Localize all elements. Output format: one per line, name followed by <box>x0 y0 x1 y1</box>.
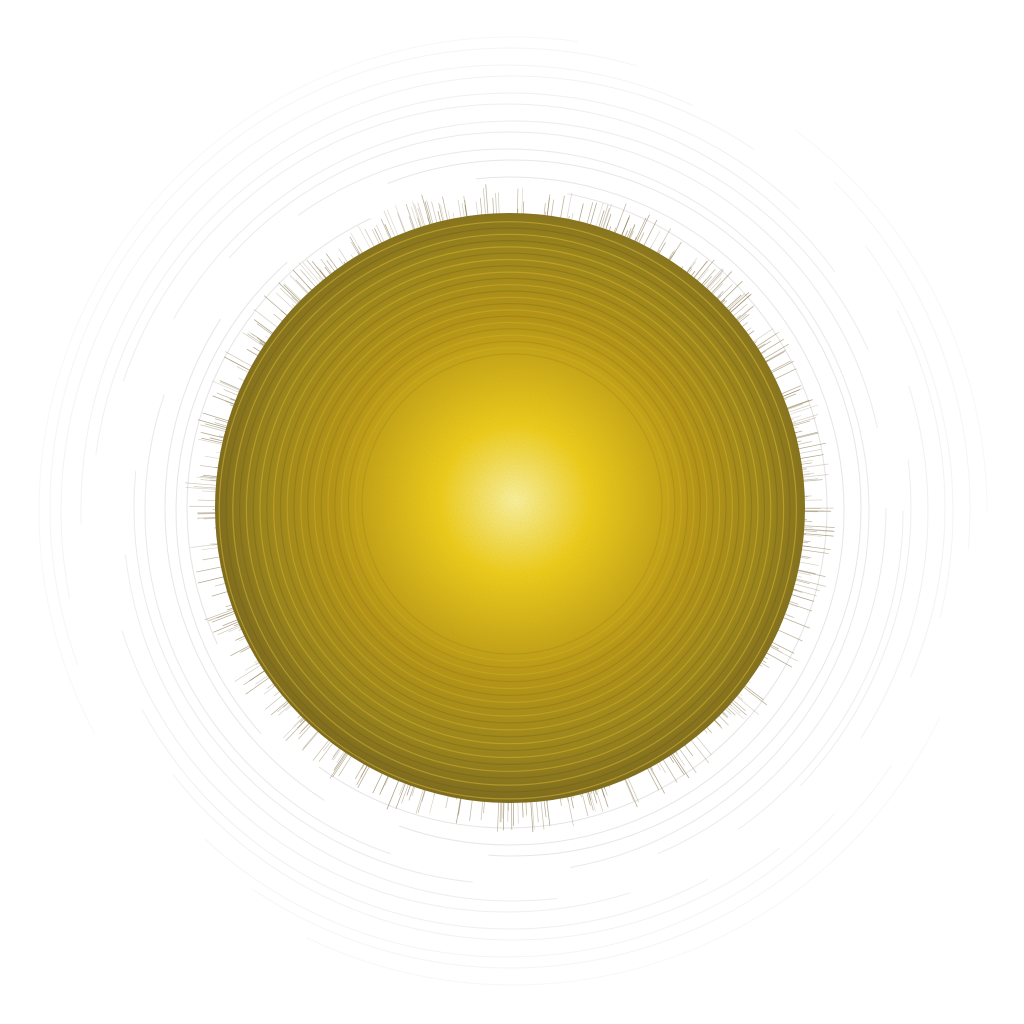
halo-ring <box>49 47 971 969</box>
inner-ring <box>300 296 721 717</box>
inner-ring <box>279 277 740 738</box>
inner-ring <box>334 328 689 683</box>
halo-ring <box>102 103 912 913</box>
sphere-grain <box>215 213 805 803</box>
halo-ring <box>175 176 845 846</box>
inner-ring <box>354 347 669 662</box>
inner-ring <box>313 309 708 703</box>
halo-ring <box>186 187 828 829</box>
inner-ring <box>320 315 701 696</box>
inner-ring <box>272 271 746 745</box>
inner-ring <box>225 227 791 793</box>
halo-ring <box>91 92 929 930</box>
inner-ring <box>347 340 676 669</box>
inner-ring <box>232 233 785 786</box>
inner-ring <box>218 221 797 800</box>
halo-ring <box>164 159 862 857</box>
inner-ring <box>306 302 714 710</box>
inner-ring <box>361 353 663 655</box>
inner-ring <box>327 321 695 690</box>
halo-rings <box>38 36 988 986</box>
halo-ring <box>80 75 946 941</box>
halo-ring <box>144 148 870 874</box>
inner-rings <box>218 221 797 800</box>
inner-ring <box>286 284 733 731</box>
inner-ring <box>259 258 759 759</box>
inner-ring <box>245 246 772 772</box>
inner-ring <box>266 265 753 752</box>
halo-ring <box>133 131 887 885</box>
inner-ring <box>252 252 765 765</box>
inner-ring <box>293 290 727 724</box>
halo-ring <box>60 64 954 958</box>
inner-ring <box>239 240 778 779</box>
inner-ring <box>340 334 682 676</box>
halo-ring <box>38 36 988 986</box>
halo-ring <box>122 120 904 902</box>
